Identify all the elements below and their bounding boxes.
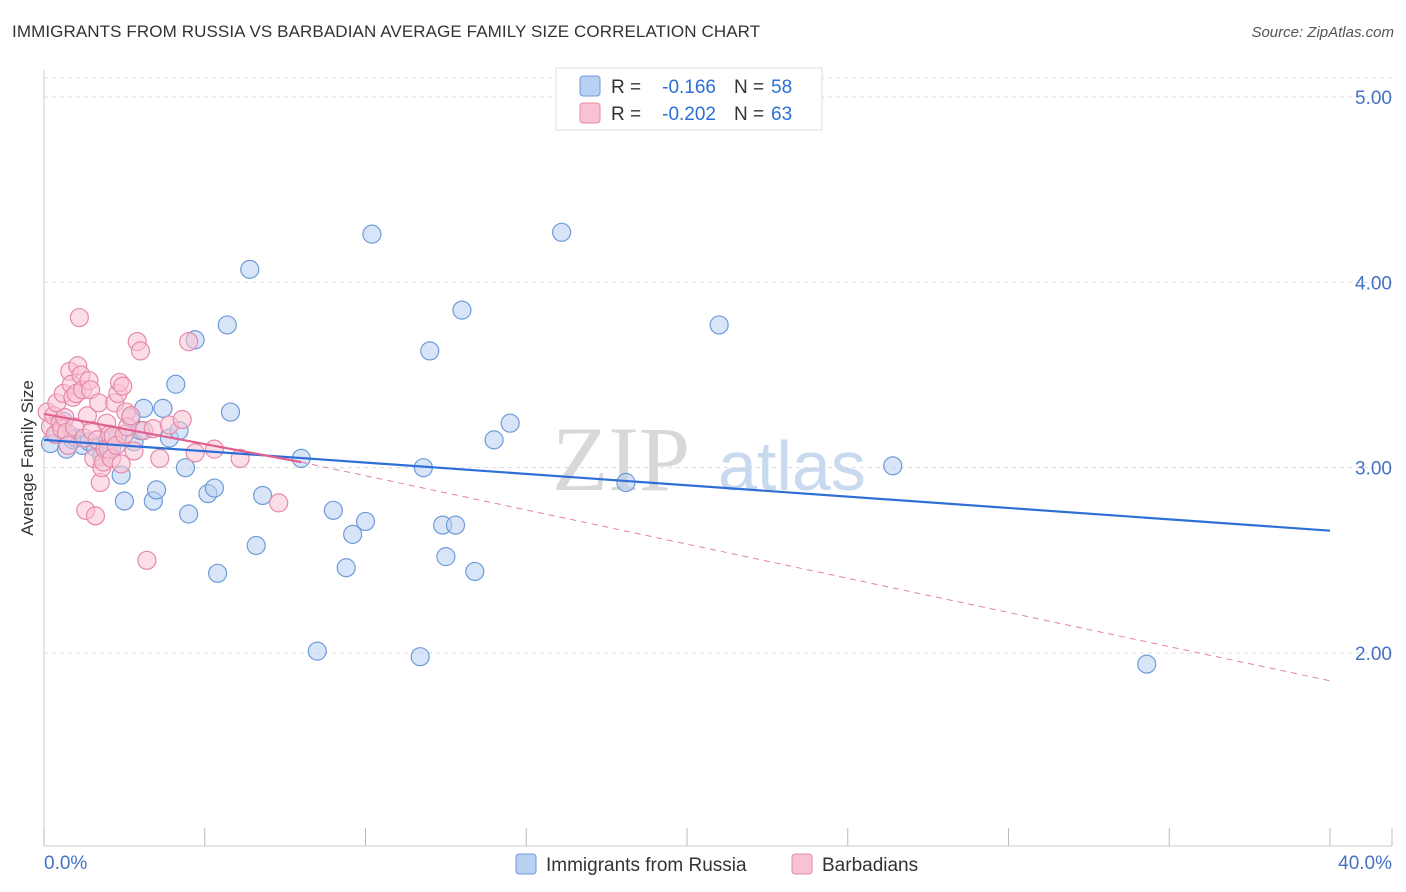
point-russia-37 [307, 641, 327, 661]
point-russia-35 [253, 485, 273, 506]
point-russia-45 [420, 341, 440, 361]
series-legend: Immigrants from Russia Barbadians [515, 853, 918, 876]
x-tick-label-min: 0.0% [44, 853, 87, 874]
point-russia-26 [179, 504, 199, 524]
y-tick-label-1: 3.00 [1355, 459, 1392, 480]
legend-swatch-russia [579, 75, 601, 97]
point-russia-42 [362, 224, 382, 244]
point-russia-50 [465, 561, 485, 582]
point-barbadians-62 [269, 493, 289, 513]
bottom-legend-label-barbadians: Barbadians [822, 855, 918, 876]
point-barbadians-58 [179, 332, 199, 352]
legend-r-value-russia: -0.166 [662, 77, 716, 98]
y-axis-title: Average Family Size [18, 380, 37, 536]
legend-swatch-barbadians [579, 102, 601, 124]
point-russia-55 [709, 315, 729, 335]
bottom-legend-swatch-russia [515, 853, 537, 875]
y-tick-label-3: 5.00 [1355, 88, 1392, 109]
point-barbadians-44 [113, 376, 133, 396]
point-russia-29 [204, 478, 224, 498]
bottom-legend-swatch-barbadians [791, 853, 813, 875]
point-barbadians-43 [111, 454, 131, 474]
point-barbadians-53 [137, 550, 157, 570]
point-russia-14 [114, 491, 134, 511]
legend-r-label-russia: R = [611, 77, 641, 98]
legend-n-label-russia: N = [734, 77, 764, 98]
point-russia-53 [552, 222, 572, 242]
point-russia-25 [175, 458, 196, 478]
point-barbadians-17 [69, 307, 89, 328]
bottom-legend-label-russia: Immigrants from Russia [546, 855, 747, 876]
point-russia-40 [343, 524, 363, 544]
point-barbadians-60 [204, 439, 224, 459]
point-russia-52 [500, 413, 520, 433]
point-russia-51 [484, 430, 504, 450]
point-barbadians-51 [130, 341, 151, 361]
point-barbadians-59 [185, 443, 205, 463]
point-russia-57 [1137, 654, 1157, 674]
point-russia-39 [336, 558, 356, 578]
point-russia-48 [445, 515, 466, 535]
source-credit: Source: ZipAtlas.com [1251, 24, 1394, 41]
point-barbadians-57 [172, 409, 192, 430]
axes [43, 70, 1392, 847]
legend-n-label-barbadians: N = [734, 104, 764, 125]
point-russia-38 [323, 500, 343, 520]
watermark-zip: ZIP [552, 408, 690, 510]
point-russia-33 [240, 259, 260, 279]
point-barbadians-48 [121, 406, 141, 426]
x-ticks [43, 828, 1393, 846]
point-barbadians-27 [85, 506, 106, 526]
point-barbadians-10 [58, 435, 78, 456]
point-russia-30 [208, 563, 228, 583]
x-tick-label-max: 40.0% [1338, 853, 1392, 874]
point-barbadians-55 [150, 448, 170, 468]
point-barbadians-29 [89, 393, 109, 413]
point-russia-43 [410, 647, 430, 667]
legend-n-value-barbadians: 63 [771, 104, 792, 125]
point-russia-20 [146, 480, 167, 500]
trend-line-barbadians [43, 412, 302, 464]
point-russia-31 [217, 315, 237, 335]
legend-n-value-russia: 58 [771, 77, 792, 98]
point-russia-34 [246, 535, 266, 556]
stats-legend: R = -0.166 N = 58 R = -0.202 N = 63 [555, 67, 823, 131]
y-tick-label-2: 4.00 [1355, 273, 1392, 294]
trend-lines [43, 412, 1331, 682]
legend-r-label-barbadians: R = [611, 104, 641, 125]
point-russia-56 [883, 456, 903, 476]
point-russia-41 [355, 511, 376, 532]
grid [44, 77, 1392, 654]
chart-title: IMMIGRANTS FROM RUSSIA VS BARBADIAN AVER… [12, 22, 761, 41]
y-tick-label-0: 2.00 [1355, 644, 1392, 665]
legend-r-value-barbadians: -0.202 [662, 104, 716, 125]
point-russia-49 [452, 300, 472, 320]
point-russia-32 [220, 402, 241, 422]
point-russia-47 [436, 547, 456, 567]
point-russia-23 [166, 374, 186, 394]
point-russia-21 [153, 398, 173, 418]
y-tick-labels: 2.00 3.00 4.00 5.00 [1355, 88, 1392, 665]
